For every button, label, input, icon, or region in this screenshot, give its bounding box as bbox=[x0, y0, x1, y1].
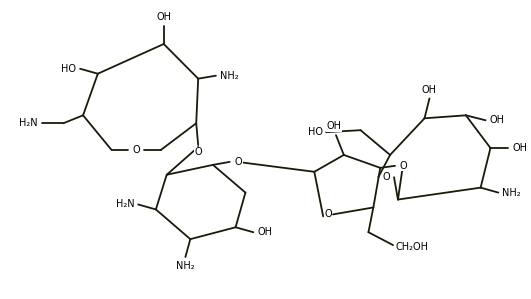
Text: HO: HO bbox=[308, 127, 323, 137]
Text: OH: OH bbox=[156, 12, 172, 22]
Text: OH: OH bbox=[257, 227, 272, 237]
Text: OH: OH bbox=[422, 85, 437, 94]
Text: O: O bbox=[194, 147, 202, 157]
Text: NH₂: NH₂ bbox=[176, 261, 195, 271]
Text: O: O bbox=[324, 209, 332, 219]
Text: HO: HO bbox=[61, 64, 76, 74]
Text: O: O bbox=[132, 145, 140, 155]
Text: OH: OH bbox=[512, 143, 527, 153]
Text: OH: OH bbox=[327, 121, 341, 131]
Text: OH: OH bbox=[490, 115, 504, 125]
Text: O: O bbox=[400, 161, 408, 171]
Text: NH₂: NH₂ bbox=[220, 71, 238, 81]
Text: NH₂: NH₂ bbox=[502, 187, 521, 198]
Text: O: O bbox=[382, 172, 390, 182]
Text: CH₂OH: CH₂OH bbox=[395, 242, 428, 252]
Text: H₂N: H₂N bbox=[116, 199, 134, 210]
Text: O: O bbox=[235, 157, 242, 167]
Text: H₂N: H₂N bbox=[19, 118, 38, 128]
